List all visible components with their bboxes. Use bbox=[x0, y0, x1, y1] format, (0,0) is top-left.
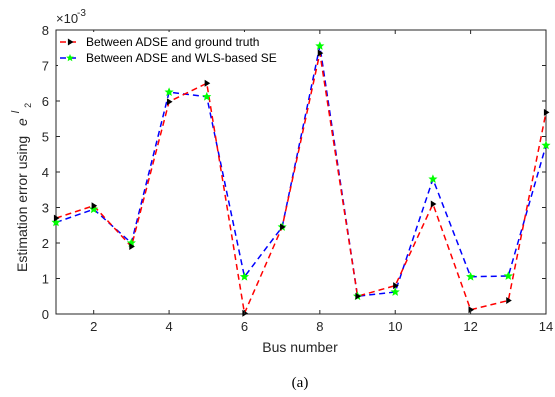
series-1-point bbox=[466, 271, 476, 281]
x-axis-ticks: 2 4 6 8 10 12 14 bbox=[90, 30, 553, 334]
y-tick-label: 0 bbox=[42, 307, 49, 322]
series-1-point bbox=[428, 174, 438, 183]
legend-box bbox=[58, 32, 290, 68]
series-0-point bbox=[53, 214, 60, 222]
y-tick-label: 7 bbox=[42, 59, 49, 74]
series-0-point bbox=[355, 292, 362, 300]
figure-caption: (a) bbox=[292, 375, 309, 391]
series-0-point bbox=[430, 200, 437, 208]
x-tick-label: 2 bbox=[90, 319, 97, 334]
y-axis-ticks: 0 1 2 3 4 5 6 7 8 bbox=[42, 23, 546, 322]
exponent-power: -3 bbox=[77, 8, 86, 19]
series-1-point bbox=[390, 287, 400, 296]
series-1-point bbox=[503, 271, 513, 280]
series-lines bbox=[55, 45, 547, 316]
y-tick-label: 8 bbox=[42, 23, 49, 38]
y-axis-label-symbol: e bbox=[14, 118, 30, 126]
x-tick-label: 8 bbox=[316, 319, 323, 334]
series-0-point bbox=[166, 98, 173, 106]
y-tick-label: 5 bbox=[42, 130, 49, 145]
series-1-point bbox=[202, 91, 212, 101]
series-1-point bbox=[315, 41, 325, 50]
series-0-point bbox=[468, 306, 475, 314]
legend-marker-0 bbox=[67, 38, 74, 46]
legend-marker-1 bbox=[66, 54, 74, 62]
series-0-point bbox=[393, 282, 399, 290]
plot-area bbox=[55, 29, 547, 315]
x-tick-label: 4 bbox=[165, 319, 172, 334]
series-1-point bbox=[164, 87, 174, 96]
y-tick-label: 3 bbox=[42, 201, 49, 216]
series-0-point bbox=[317, 49, 324, 57]
x-tick-label: 10 bbox=[388, 319, 402, 334]
series-0-point bbox=[280, 223, 286, 231]
y-axis-label-subsub: 2 bbox=[23, 103, 33, 108]
legend: Between ADSE and ground truth Between ADS… bbox=[58, 32, 290, 68]
y-tick-label: 4 bbox=[42, 165, 49, 180]
series-line-1 bbox=[55, 45, 547, 298]
y-tick-label: 2 bbox=[42, 236, 49, 251]
series-0-point bbox=[506, 297, 512, 305]
series-1-point bbox=[51, 217, 61, 227]
series-0-point bbox=[204, 79, 211, 87]
series-1-point bbox=[239, 271, 250, 281]
series-line-0 bbox=[55, 52, 547, 316]
series-0-point bbox=[242, 309, 248, 317]
series-0-point bbox=[91, 202, 98, 210]
y-tick-label: 1 bbox=[42, 272, 49, 287]
x-tick-label: 14 bbox=[539, 319, 553, 334]
series-1-point bbox=[89, 204, 99, 214]
exponent-base: ×10 bbox=[56, 11, 78, 26]
legend-label-0: Between ADSE and ground truth bbox=[86, 35, 259, 49]
y-axis-label-sub: l bbox=[10, 110, 22, 113]
series-0-point bbox=[543, 108, 550, 116]
series-1-point bbox=[541, 140, 551, 150]
y-axis-label-text: Estimation error using bbox=[14, 136, 30, 272]
x-tick-label: 12 bbox=[463, 319, 477, 334]
exponent-label: ×10 -3 bbox=[56, 8, 86, 26]
plot-frame bbox=[55, 29, 547, 315]
y-axis-label: Estimation error using e l 2 bbox=[6, 103, 33, 272]
x-axis-label: Bus number bbox=[262, 339, 338, 355]
series-markers bbox=[51, 41, 551, 317]
x-tick-label: 6 bbox=[241, 319, 248, 334]
svg-text:Estimation error using e: Estimation error using e l 2 bbox=[6, 103, 33, 272]
series-0-point bbox=[129, 243, 135, 251]
legend-label-1: Between ADSE and WLS-based SE bbox=[86, 51, 277, 65]
y-tick-label: 6 bbox=[42, 94, 49, 109]
